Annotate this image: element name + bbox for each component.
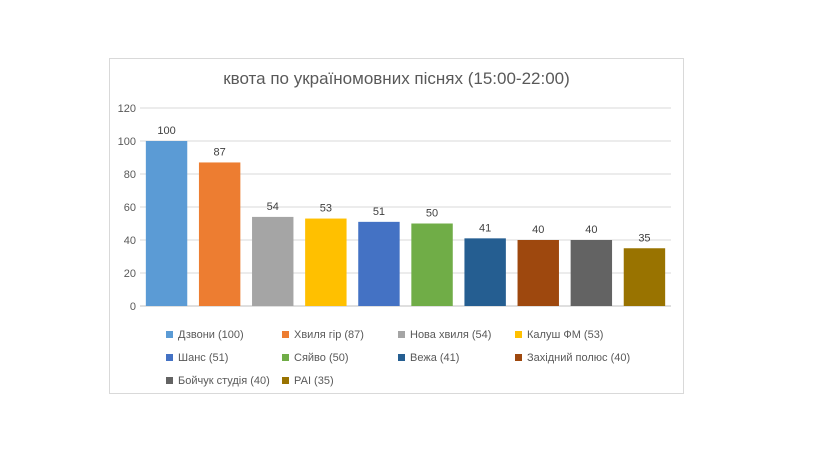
legend-label: Сяйво (50) — [294, 351, 349, 364]
legend-row: Шанс (51) Сяйво (50) Вежа (41) Західний пол… — [166, 346, 666, 369]
legend-swatch — [166, 331, 173, 338]
data-label: 87 — [214, 146, 226, 158]
legend-swatch — [398, 331, 405, 338]
data-label: 100 — [157, 125, 175, 137]
data-label: 41 — [479, 222, 491, 234]
chart-title: квота по україномовних піснях (15:00-22:… — [223, 69, 570, 88]
legend-label: Бойчук студія (40) — [178, 374, 270, 387]
legend-item: РАІ (35) — [282, 375, 398, 387]
legend-label: Вежа (41) — [410, 351, 460, 364]
chart-container: квота по україномовних піснях (15:00-22:… — [109, 58, 684, 394]
legend-item: Шанс (51) — [166, 352, 282, 364]
legend-item: Бойчук студія (40) — [166, 375, 282, 387]
y-tick-label: 100 — [118, 136, 136, 148]
legend-label: РАІ (35) — [294, 374, 334, 387]
legend-label: Шанс (51) — [178, 351, 229, 364]
legend-swatch — [282, 331, 289, 338]
legend-row: Бойчук студія (40) РАІ (35) — [166, 369, 666, 392]
legend-item: Калуш ФМ (53) — [515, 329, 631, 341]
bar — [305, 218, 347, 306]
legend-label: Нова хвиля (54) — [410, 328, 492, 341]
data-label: 40 — [532, 224, 544, 236]
bar — [411, 223, 453, 306]
legend-item: Хвиля гір (87) — [282, 329, 398, 341]
bar — [464, 238, 506, 306]
y-tick-label: 20 — [124, 268, 136, 280]
legend-swatch — [398, 354, 405, 361]
y-tick-label: 80 — [124, 169, 136, 181]
legend-item: Дзвони (100) — [166, 329, 282, 341]
bar — [358, 221, 400, 306]
legend-swatch — [282, 354, 289, 361]
data-label: 50 — [426, 208, 438, 220]
legend-label: Хвиля гір (87) — [294, 328, 364, 341]
bar-chart-plot: 0 20 40 60 80 100 120 100 87 54 53 51 50 41 40 40 35 — [118, 103, 671, 313]
legend-item: Західний полюс (40) — [515, 352, 631, 364]
legend-item: Сяйво (50) — [282, 352, 398, 364]
y-tick-label: 0 — [130, 301, 136, 313]
legend-swatch — [166, 377, 173, 384]
chart-legend: Дзвони (100) Хвиля гір (87) Нова хвиля (54… — [166, 323, 666, 392]
legend-swatch — [282, 377, 289, 384]
bar — [517, 240, 559, 306]
data-label: 54 — [267, 201, 279, 213]
data-label: 40 — [585, 224, 597, 236]
legend-label: Калуш ФМ (53) — [527, 328, 604, 341]
legend-swatch — [515, 331, 522, 338]
legend-item: Нова хвиля (54) — [398, 329, 515, 341]
legend-swatch — [515, 354, 522, 361]
legend-row: Дзвони (100) Хвиля гір (87) Нова хвиля (54… — [166, 323, 666, 346]
y-tick-label: 40 — [124, 235, 136, 247]
data-label: 51 — [373, 206, 385, 218]
data-label: 35 — [638, 232, 650, 244]
y-tick-label: 60 — [124, 202, 136, 214]
bar — [623, 248, 666, 306]
legend-swatch — [166, 354, 173, 361]
legend-label: Дзвони (100) — [178, 328, 244, 341]
y-tick-label: 120 — [118, 103, 136, 115]
bar — [145, 141, 188, 306]
bar — [570, 240, 613, 306]
legend-label: Західний полюс (40) — [527, 351, 631, 364]
data-label: 53 — [320, 203, 332, 215]
bar — [252, 216, 294, 306]
legend-item: Вежа (41) — [398, 352, 515, 364]
bar — [198, 162, 241, 306]
